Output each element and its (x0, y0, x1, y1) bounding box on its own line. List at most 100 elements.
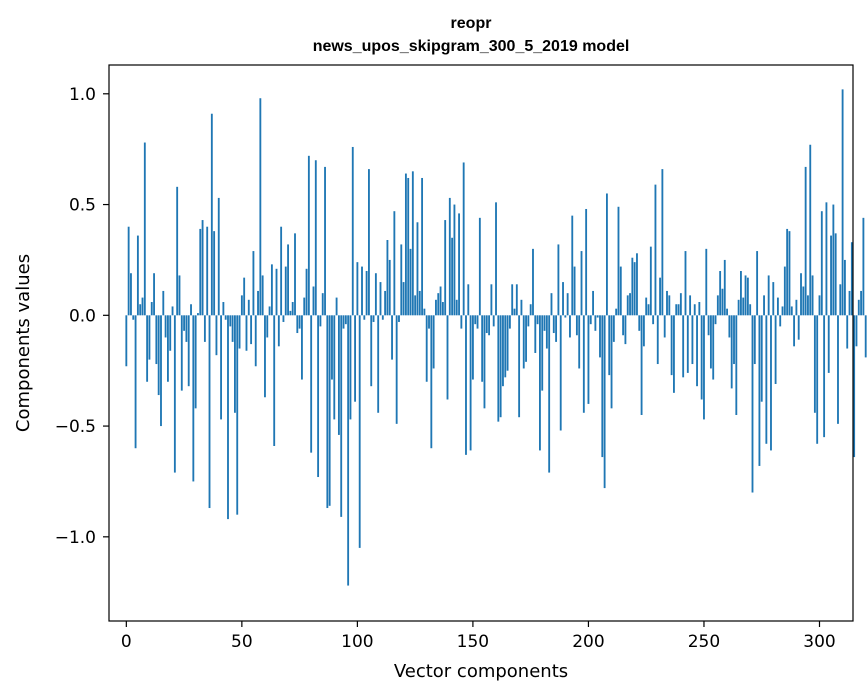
bar-154 (481, 315, 484, 382)
bar-102 (361, 266, 363, 316)
bar-282 (776, 297, 779, 316)
bar-90 (333, 315, 336, 420)
bar-15 (160, 315, 162, 427)
bar-285 (783, 266, 786, 316)
bar-230 (656, 315, 659, 365)
bar-202 (592, 290, 594, 316)
bar-109 (377, 315, 380, 413)
bar-98 (351, 146, 354, 316)
bar-293 (802, 286, 805, 316)
bar-120 (402, 282, 405, 316)
bar-281 (774, 315, 777, 384)
bar-85 (321, 293, 324, 316)
bar-239 (677, 304, 680, 316)
bar-161 (497, 315, 500, 422)
bar-107 (372, 315, 375, 322)
bar-262 (730, 315, 733, 389)
bar-40 (217, 197, 220, 316)
bar-189 (562, 282, 564, 316)
bar-2 (130, 273, 132, 316)
bar-210 (610, 315, 613, 409)
bar-216 (624, 315, 627, 345)
bar-289 (793, 315, 796, 347)
bar-218 (629, 293, 631, 316)
bar-244 (689, 295, 692, 316)
bar-136 (439, 286, 442, 316)
bar-33 (201, 220, 204, 316)
bar-95 (344, 315, 347, 325)
bar-253 (709, 315, 712, 369)
bar-248 (698, 302, 701, 316)
bar-177 (534, 315, 537, 353)
bar-144 (458, 213, 460, 316)
bar-36 (208, 315, 211, 509)
bar-46 (231, 315, 234, 342)
bar-295 (807, 295, 809, 316)
bar-68 (282, 315, 285, 322)
bar-220 (633, 262, 636, 316)
bar-69 (284, 266, 287, 316)
bar-62 (268, 306, 271, 316)
bar-207 (603, 315, 606, 489)
bar-169 (515, 284, 518, 316)
bar-122 (407, 177, 410, 316)
bar-215 (622, 315, 625, 336)
x-tick-label: 0 (121, 632, 132, 652)
bar-256 (716, 295, 719, 316)
bar-125 (414, 295, 417, 316)
bar-7 (141, 297, 144, 316)
bar-87 (326, 315, 329, 509)
bar-89 (331, 315, 333, 380)
bar-142 (453, 204, 456, 316)
bar-272 (753, 315, 756, 365)
bars-group (125, 89, 867, 586)
bar-235 (668, 295, 671, 316)
bar-232 (661, 169, 664, 316)
bar-141 (451, 237, 454, 316)
bar-163 (502, 315, 504, 387)
bar-212 (615, 308, 618, 316)
bar-206 (601, 315, 604, 458)
bar-251 (705, 248, 708, 316)
bar-99 (354, 315, 356, 402)
bar-186 (555, 315, 558, 342)
bar-119 (400, 244, 403, 316)
bar-269 (746, 277, 749, 316)
bar-34 (203, 315, 206, 342)
bar-258 (721, 288, 724, 316)
bar-91 (335, 297, 338, 316)
bar-254 (712, 315, 715, 380)
bar-25 (183, 315, 186, 331)
bar-317 (857, 299, 860, 316)
bar-294 (804, 166, 807, 316)
bar-70 (287, 244, 289, 316)
bar-158 (490, 284, 493, 316)
bar-283 (779, 315, 782, 327)
bar-193 (571, 215, 574, 316)
bar-41 (220, 315, 222, 420)
y-tick-label: −1.0 (55, 528, 96, 548)
x-tick-label: 50 (231, 632, 253, 652)
bar-116 (393, 211, 396, 316)
bar-188 (559, 315, 562, 431)
y-tick-label: 0.5 (69, 196, 96, 216)
bar-185 (552, 315, 555, 334)
bar-310 (841, 89, 844, 316)
bar-32 (199, 228, 202, 316)
bar-26 (185, 315, 188, 342)
bar-82 (314, 160, 317, 316)
bar-292 (800, 273, 802, 316)
bar-173 (525, 315, 527, 362)
bar-4 (134, 315, 137, 449)
bar-214 (619, 266, 622, 316)
bar-296 (809, 144, 812, 316)
bar-127 (418, 290, 421, 316)
bar-234 (666, 290, 668, 316)
bar-108 (374, 273, 377, 316)
bar-83 (317, 315, 320, 478)
bar-229 (654, 184, 657, 316)
bar-23 (178, 275, 181, 316)
bar-199 (585, 208, 588, 316)
bar-96 (347, 315, 350, 586)
bar-103 (363, 315, 366, 320)
